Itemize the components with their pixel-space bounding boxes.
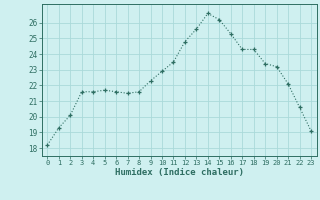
- X-axis label: Humidex (Indice chaleur): Humidex (Indice chaleur): [115, 168, 244, 177]
